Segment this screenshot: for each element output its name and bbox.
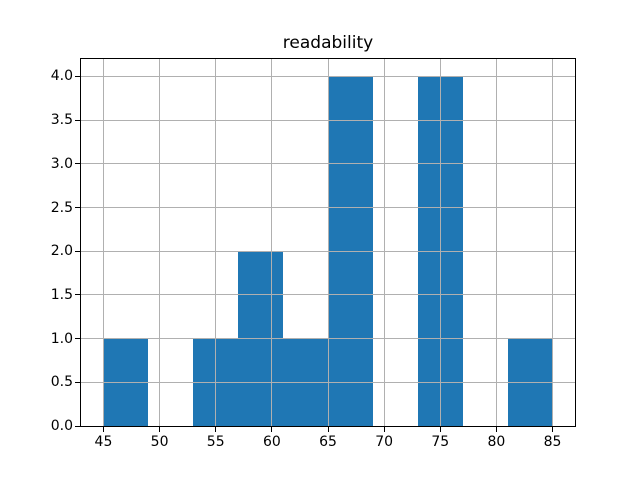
gridline-vertical <box>215 59 217 426</box>
gridline-vertical <box>271 59 273 426</box>
gridline-horizontal <box>81 163 575 165</box>
gridline-vertical <box>383 59 385 426</box>
y-tick <box>75 75 80 77</box>
x-tick-label: 55 <box>206 434 225 450</box>
x-tick <box>271 427 273 432</box>
y-tick-label: 2.0 <box>50 243 73 260</box>
x-tick <box>383 427 385 432</box>
y-tick <box>75 294 80 296</box>
gridline-horizontal <box>81 75 575 77</box>
x-tick-label: 75 <box>431 434 450 450</box>
y-tick <box>75 207 80 209</box>
y-tick-label: 3.5 <box>50 112 73 129</box>
y-tick <box>75 163 80 165</box>
x-tick <box>327 427 329 432</box>
y-tick <box>75 250 80 252</box>
grid-layer <box>81 59 575 426</box>
x-tick-label: 80 <box>487 434 506 450</box>
gridline-vertical <box>102 59 104 426</box>
axes-layer: 45 50 55 60 65 70 75 80 85 0.0 0.5 1.0 1.5 2.0 2.5 3.0 3… <box>51 58 576 450</box>
gridline-horizontal <box>81 250 575 252</box>
x-tick-label: 60 <box>262 434 281 450</box>
gridline-horizontal <box>81 338 575 340</box>
gridline-vertical <box>552 59 554 426</box>
x-tick <box>102 427 104 432</box>
y-tick <box>75 381 80 383</box>
y-tick-label: 2.5 <box>50 199 73 216</box>
x-tick-label: 45 <box>94 434 113 450</box>
gridline-horizontal <box>81 381 575 383</box>
x-tick-label: 50 <box>150 434 169 450</box>
gridline-vertical <box>159 59 161 426</box>
plot-area <box>80 58 576 427</box>
gridline-horizontal <box>81 294 575 296</box>
x-tick <box>439 427 441 432</box>
gridline-horizontal <box>81 119 575 121</box>
x-tick <box>495 427 497 432</box>
gridline-vertical <box>439 59 441 426</box>
y-tick <box>75 425 80 427</box>
chart-title: readability <box>282 33 374 53</box>
gridline-vertical <box>495 59 497 426</box>
y-tick-label: 0.5 <box>50 374 73 391</box>
x-tick-label: 85 <box>543 434 562 450</box>
y-tick <box>75 119 80 121</box>
y-tick <box>75 338 80 340</box>
gridline-horizontal <box>81 207 575 209</box>
y-tick-label: 0.0 <box>50 418 73 434</box>
x-tick <box>552 427 554 432</box>
gridline-vertical <box>327 59 329 426</box>
y-tick-label: 1.0 <box>50 330 73 347</box>
x-tick-label: 70 <box>375 434 394 450</box>
y-tick-label: 4.0 <box>50 68 73 85</box>
y-tick-label: 1.5 <box>50 286 73 303</box>
x-tick-label: 65 <box>319 434 337 450</box>
x-tick <box>159 427 161 432</box>
x-tick <box>215 427 217 432</box>
y-tick-label: 3.0 <box>50 155 73 172</box>
